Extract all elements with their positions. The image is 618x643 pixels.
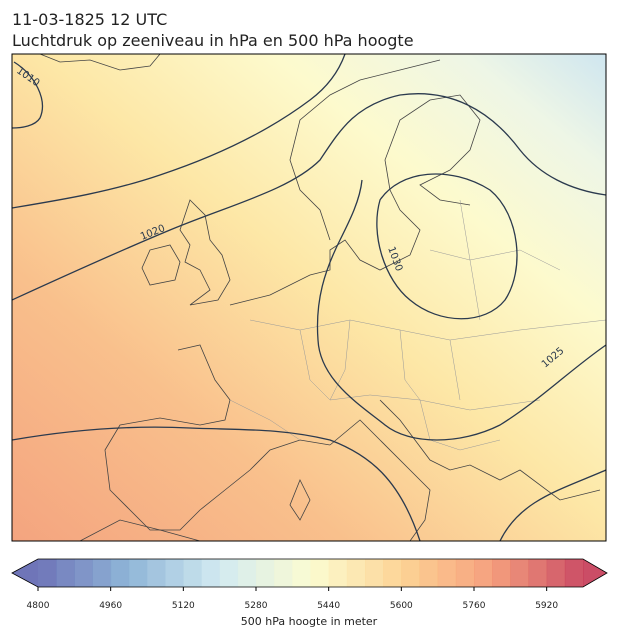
colorbar-segment [328,559,348,587]
coastlines [39,54,601,541]
colorbar-segment [183,559,202,587]
colorbar-segment [56,559,75,587]
borders [229,199,606,451]
colorbar-tick-label: 5440 [317,601,340,611]
colorbar-tick-label: 5600 [390,601,413,611]
colorbar-segment [237,559,257,587]
colorbar-segment [201,559,221,587]
colorbar-segment [219,559,239,587]
colorbar-segment [401,559,420,587]
colorbar-segment [110,559,130,587]
colorbar-segment [437,559,457,587]
colorbar-segment [310,559,330,587]
colorbar-extend-low [12,559,38,587]
colorbar-segment [546,559,566,587]
colorbar-segment [528,559,548,587]
colorbar-tick-label: 4960 [99,601,122,611]
colorbar-segment [165,559,184,587]
colorbar-segment [510,559,529,587]
colorbar-extend-high [583,559,607,587]
colorbar-segment [292,559,311,587]
colorbar-tick-label: 5920 [535,601,558,611]
colorbar-segment [564,559,584,587]
colorbar-segment [92,559,112,587]
isobars [12,54,606,541]
height-field [12,54,606,541]
colorbar-segment [256,559,275,587]
colorbar-tick-label: 5280 [245,601,268,611]
colorbar-segment [128,559,148,587]
colorbar-segment [274,559,293,587]
colorbar-segment [474,559,493,587]
colorbar-segment [455,559,475,587]
colorbar-segment [383,559,402,587]
title: 11-03-1825 12 UTC [12,10,167,29]
colorbar-segment [492,559,511,587]
colorbar-tick-label: 5760 [463,601,486,611]
colorbar-label: 500 hPa hoogte in meter [241,615,378,628]
colorbar-segment [147,559,166,587]
map-frame [11,53,607,542]
colorbar: 4800 4960 5120 5280 5440 5600 5760 5920 [11,558,608,611]
colorbar-segment [74,559,93,587]
subtitle: Luchtdruk op zeeniveau in hPa en 500 hPa… [12,31,414,50]
map: 1010 1020 1030 1025 [12,54,606,541]
colorbar-segment [419,559,439,587]
colorbar-segment [346,559,366,587]
colorbar-segment [38,559,57,587]
colorbar-segment [365,559,384,587]
colorbar-tick-label: 5120 [172,601,195,611]
colorbar-tick-label: 4800 [27,601,50,611]
